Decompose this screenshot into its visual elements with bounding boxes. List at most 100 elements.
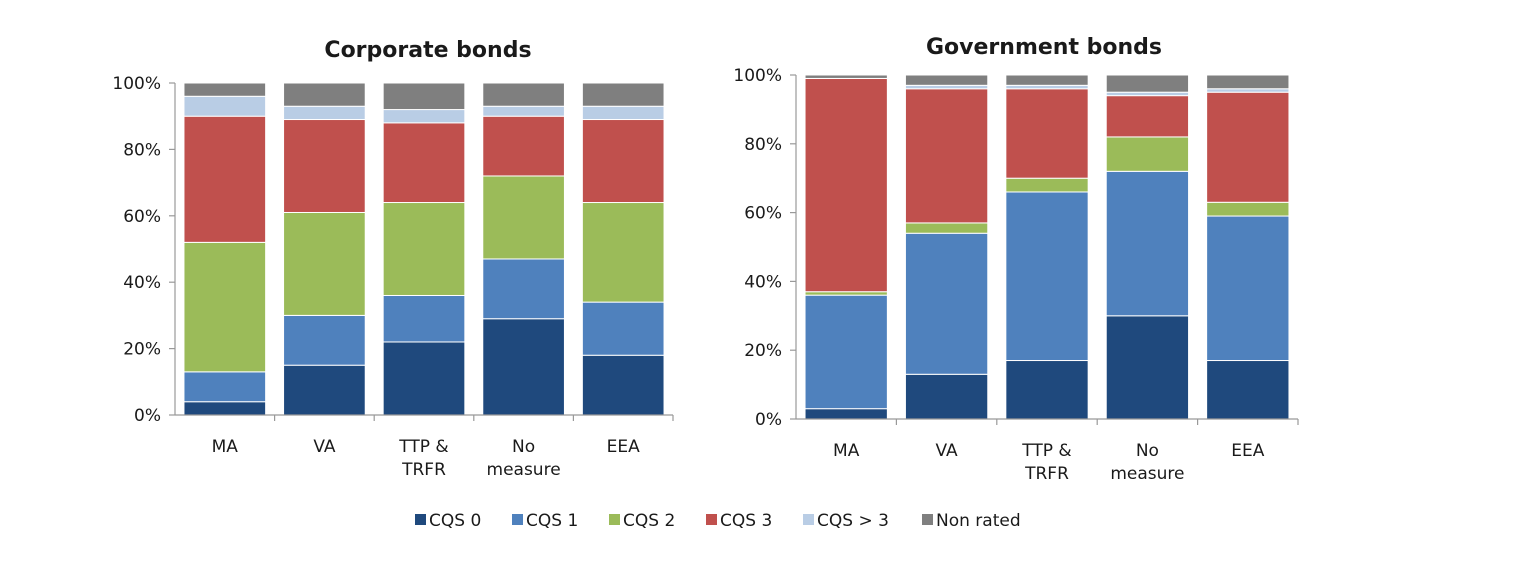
category-label: TTP &: [1021, 441, 1071, 461]
bar-segment-cqs-0: [283, 364, 366, 416]
category-label: TRFR: [1024, 464, 1069, 484]
y-tick-label: 0%: [134, 406, 161, 426]
bar-segment-cqs-3: [1005, 84, 1089, 90]
legend-swatch: [415, 514, 426, 525]
bar-segment-non-rated: [183, 82, 267, 97]
category-label: EEA: [1231, 441, 1264, 461]
corporate-bonds-chart: Corporate bonds 0% 20% 40% 60% 80% 100% MA VA TTP…: [112, 38, 674, 480]
bar-segment-cqs-1: [183, 371, 267, 403]
category-label: No: [1136, 441, 1159, 461]
bar-segment-cqs-3: [1105, 91, 1190, 97]
y-tick-label: 0%: [755, 410, 782, 430]
bar-segment-cqs-1: [804, 294, 888, 410]
bar-segment-cqs-1: [1005, 191, 1089, 362]
bar-segment-cqs-0: [1005, 360, 1089, 420]
bar-segment-cqs-1: [904, 232, 989, 375]
bar-segment-cqs-3: [482, 115, 565, 177]
bar-segment-cqs-0: [183, 401, 267, 416]
y-tick-label: 100%: [733, 66, 782, 86]
bar-segment-cqs-2: [183, 241, 267, 373]
category-label: TTP &: [398, 437, 448, 457]
y-tick-label: 20%: [744, 341, 782, 361]
bar-segment-cqs-3: [382, 122, 466, 204]
bar-segment-cqs-2: [904, 222, 989, 234]
legend-label: CQS 1: [526, 511, 578, 531]
bar-segment-cqs-3: [382, 109, 466, 124]
category-label: MA: [833, 441, 860, 461]
bar-segment-cqs-0: [1206, 360, 1290, 420]
bar-segment-cqs-3: [482, 105, 565, 117]
bar-segment-cqs-2: [1105, 136, 1190, 172]
bar-segment-cqs-3: [804, 77, 888, 293]
bar-segment-non-rated: [382, 82, 466, 111]
bar-segment-non-rated: [1105, 74, 1190, 93]
category-label: measure: [1110, 464, 1184, 484]
category-label: MA: [212, 437, 239, 457]
category-label: measure: [487, 460, 561, 480]
legend-swatch: [803, 514, 814, 525]
bar-segment-cqs-2: [581, 202, 665, 303]
category-label: EEA: [607, 437, 640, 457]
bar-segment-cqs-2: [1005, 177, 1089, 193]
legend-label: CQS 2: [623, 511, 675, 531]
bar-segment-cqs-2: [482, 175, 565, 260]
bar-segment-non-rated: [1206, 74, 1290, 90]
bar-segment-cqs-3: [183, 95, 267, 117]
y-tick-label: 40%: [744, 272, 782, 292]
bar-segment-cqs-0: [904, 373, 989, 420]
bar-segment-non-rated: [804, 74, 888, 79]
legend-swatch: [609, 514, 620, 525]
legend-label: Non rated: [936, 511, 1021, 531]
bar-segment-cqs-3: [904, 88, 989, 224]
bar-segment-cqs-0: [1105, 315, 1190, 420]
bar-segment-cqs-1: [382, 294, 466, 343]
y-tick-label: 100%: [112, 74, 161, 94]
bar-segment-cqs-0: [581, 354, 665, 416]
chart-title: Government bonds: [926, 35, 1162, 60]
y-tick-label: 40%: [123, 273, 161, 293]
bar-segment-cqs-2: [804, 291, 888, 296]
legend: CQS 0 CQS 1 CQS 2 CQS 3 CQS > 3 Non rated: [415, 511, 1021, 531]
bar-segment-cqs-3: [581, 119, 665, 204]
bar-segment-cqs-2: [382, 202, 466, 296]
y-tick-label: 80%: [123, 140, 161, 160]
legend-label: CQS > 3: [817, 511, 889, 531]
bar-segment-non-rated: [904, 74, 989, 86]
bar-segment-cqs-2: [1206, 201, 1290, 217]
bar-segment-cqs-1: [283, 314, 366, 366]
bar-segment-non-rated: [581, 82, 665, 107]
bar-segment-cqs-3: [183, 115, 267, 243]
bar-segment-non-rated: [1005, 74, 1089, 86]
bar-segment-cqs-1: [1206, 215, 1290, 362]
bar-segment-cqs-3: [581, 105, 665, 121]
y-tick-label: 80%: [744, 135, 782, 155]
legend-label: CQS 3: [720, 511, 772, 531]
legend-label: CQS 0: [429, 511, 481, 531]
category-label: TRFR: [401, 460, 446, 480]
bar-segment-cqs-3: [1005, 88, 1089, 179]
bar-segment-cqs-3: [283, 119, 366, 213]
bar-segment-cqs-0: [382, 341, 466, 416]
bar-segment-cqs-3: [1206, 88, 1290, 93]
government-bonds-chart: Government bonds 0% 20% 40% 60% 80% 100% MA VA TT…: [733, 35, 1299, 484]
bar-segment-cqs-3: [904, 84, 989, 90]
bar-segment-cqs-0: [804, 408, 888, 420]
category-label: VA: [313, 437, 336, 457]
y-tick-label: 60%: [744, 204, 782, 224]
legend-swatch: [706, 514, 717, 525]
legend-swatch: [922, 514, 933, 525]
bar-segment-non-rated: [482, 82, 565, 107]
category-label: No: [512, 437, 535, 457]
bar-segment-cqs-2: [283, 211, 366, 316]
y-tick-label: 20%: [123, 340, 161, 360]
bar-segment-non-rated: [283, 82, 366, 107]
bar-segment-cqs-1: [581, 301, 665, 356]
chart-title: Corporate bonds: [324, 38, 531, 63]
bar-segment-cqs-0: [482, 318, 565, 416]
bar-segment-cqs-3: [283, 105, 366, 121]
bar-segment-cqs-1: [1105, 170, 1190, 317]
category-label: VA: [936, 441, 959, 461]
legend-swatch: [512, 514, 523, 525]
bar-segment-cqs-1: [482, 258, 565, 320]
